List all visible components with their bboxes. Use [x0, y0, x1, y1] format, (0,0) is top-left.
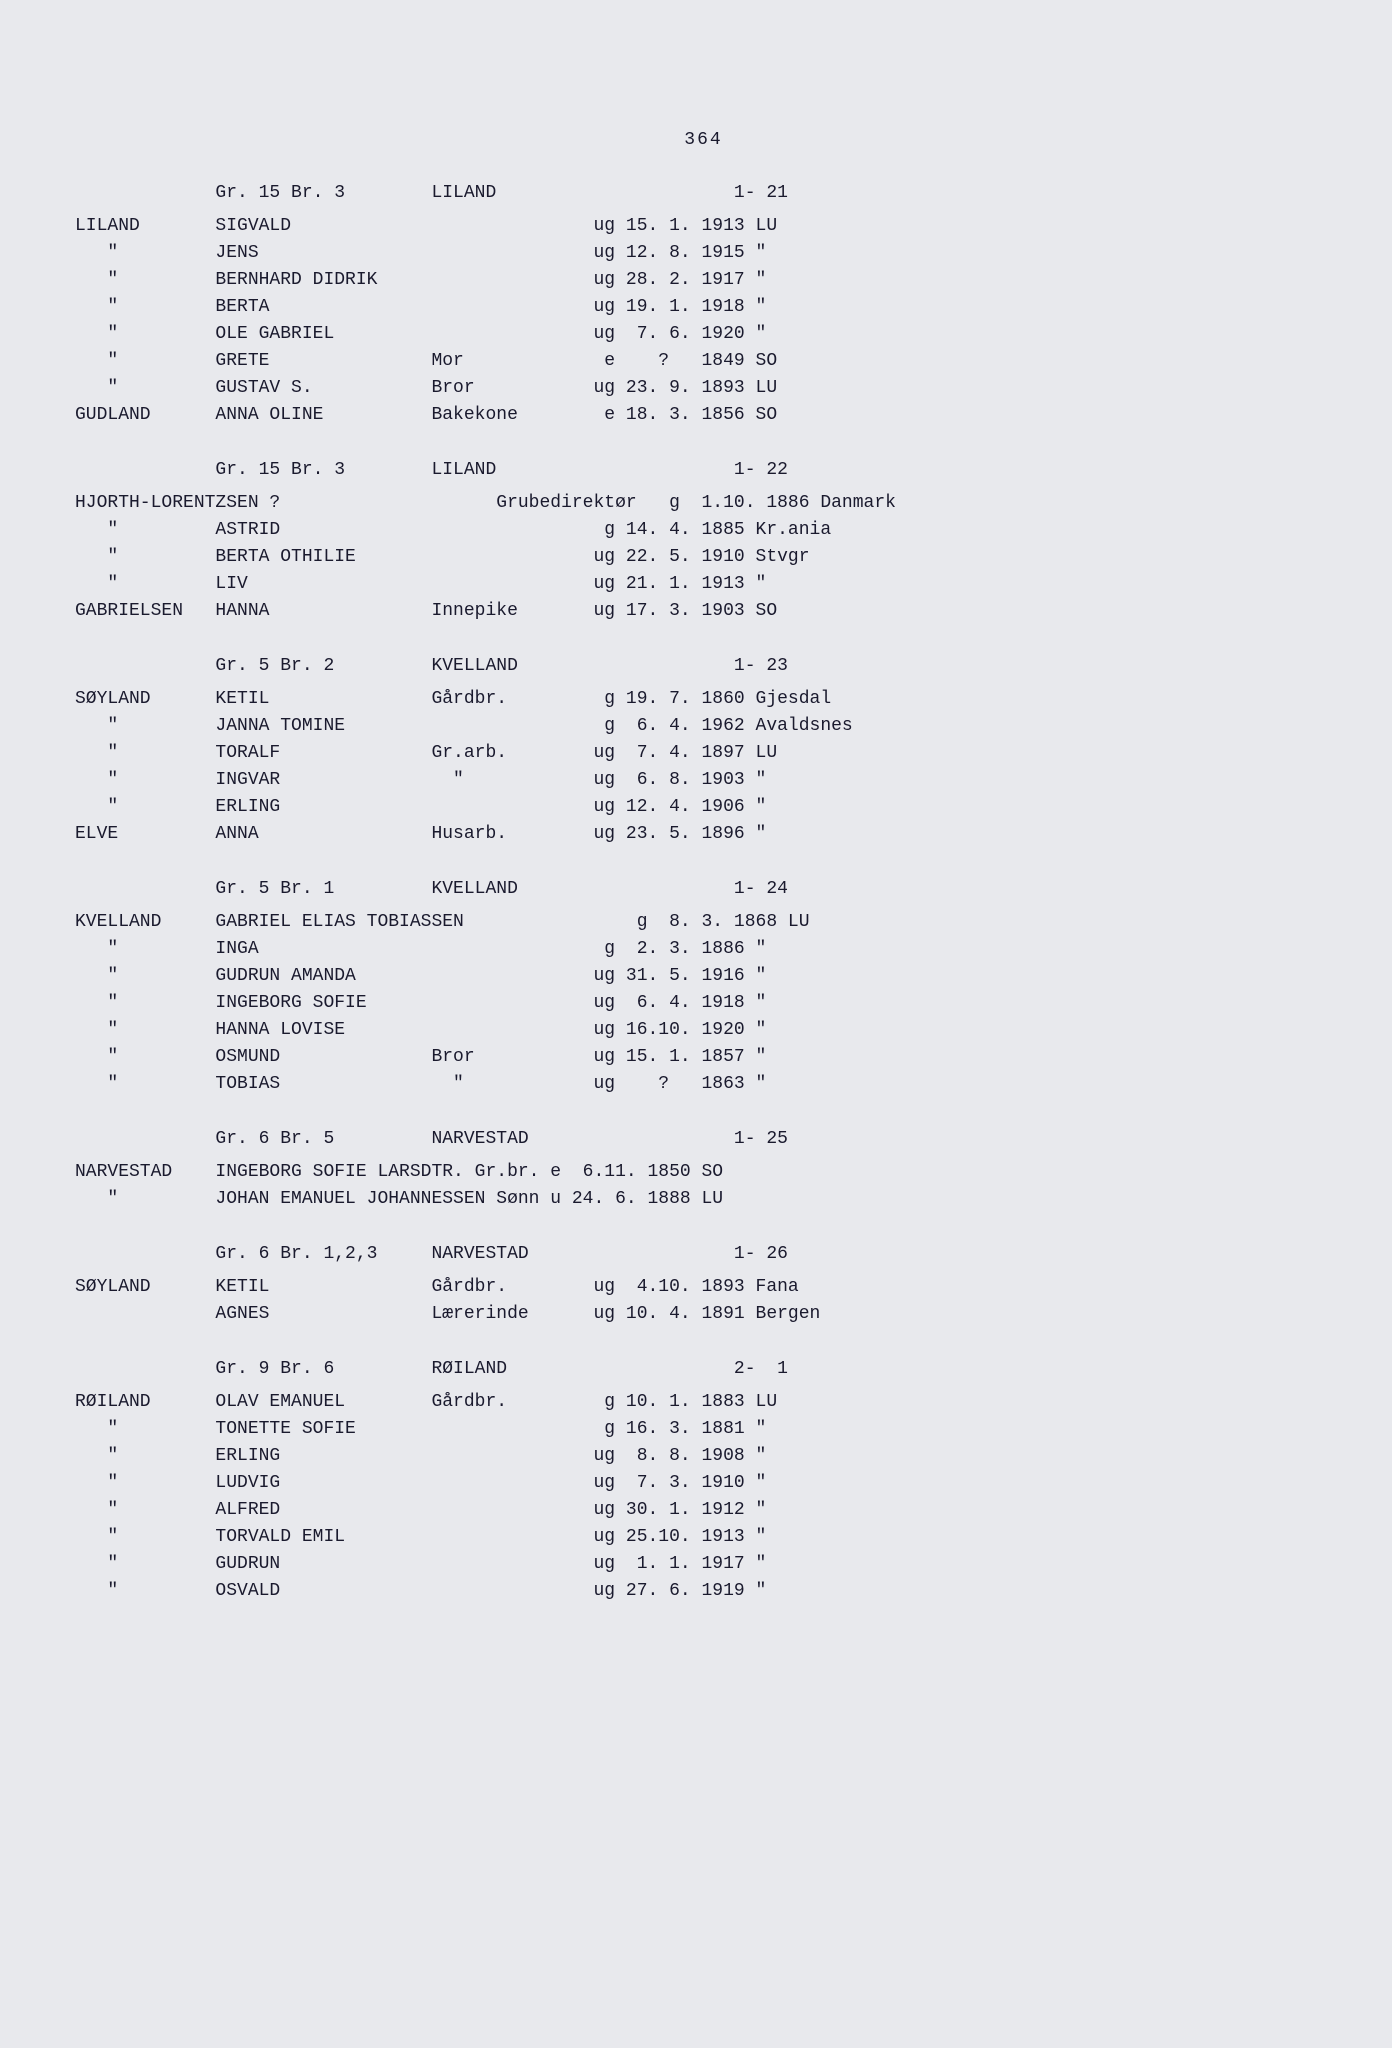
- record-row: " INGA g 2. 3. 1886 ": [75, 936, 1332, 963]
- record-row: GUDLAND ANNA OLINE Bakekone e 18. 3. 185…: [75, 402, 1332, 429]
- section-header: Gr. 6 Br. 1,2,3 NARVESTAD 1- 26: [75, 1241, 1332, 1268]
- record-row: " BERTA OTHILIE ug 22. 5. 1910 Stvgr: [75, 544, 1332, 571]
- record-section: Gr. 15 Br. 3 LILAND 1- 21 LILAND SIGVALD …: [75, 180, 1332, 429]
- record-row: " LIV ug 21. 1. 1913 ": [75, 571, 1332, 598]
- record-row: " JENS ug 12. 8. 1915 ": [75, 240, 1332, 267]
- record-row: SØYLAND KETIL Gårdbr. g 19. 7. 1860 Gjes…: [75, 686, 1332, 713]
- record-row: NARVESTAD INGEBORG SOFIE LARSDTR. Gr.br.…: [75, 1159, 1332, 1186]
- record-row: " INGEBORG SOFIE ug 6. 4. 1918 ": [75, 990, 1332, 1017]
- record-row: ELVE ANNA Husarb. ug 23. 5. 1896 ": [75, 821, 1332, 848]
- record-section: Gr. 5 Br. 2 KVELLAND 1- 23 SØYLAND KETIL …: [75, 653, 1332, 848]
- record-row: " GUDRUN ug 1. 1. 1917 ": [75, 1551, 1332, 1578]
- section-header: Gr. 5 Br. 1 KVELLAND 1- 24: [75, 876, 1332, 903]
- record-row: KVELLAND GABRIEL ELIAS TOBIASSEN g 8. 3.…: [75, 909, 1332, 936]
- record-row: " BERNHARD DIDRIK ug 28. 2. 1917 ": [75, 267, 1332, 294]
- record-row: " JOHAN EMANUEL JOHANNESSEN Sønn u 24. 6…: [75, 1186, 1332, 1213]
- record-row: " INGVAR " ug 6. 8. 1903 ": [75, 767, 1332, 794]
- record-row: " TORALF Gr.arb. ug 7. 4. 1897 LU: [75, 740, 1332, 767]
- record-row: " ERLING ug 8. 8. 1908 ": [75, 1443, 1332, 1470]
- record-row: " HANNA LOVISE ug 16.10. 1920 ": [75, 1017, 1332, 1044]
- section-header: Gr. 5 Br. 2 KVELLAND 1- 23: [75, 653, 1332, 680]
- record-section: Gr. 6 Br. 1,2,3 NARVESTAD 1- 26 SØYLAND K…: [75, 1241, 1332, 1328]
- record-section: Gr. 6 Br. 5 NARVESTAD 1- 25 NARVESTAD ING…: [75, 1126, 1332, 1213]
- record-row: " GUDRUN AMANDA ug 31. 5. 1916 ": [75, 963, 1332, 990]
- record-row: LILAND SIGVALD ug 15. 1. 1913 LU: [75, 213, 1332, 240]
- record-row: " LUDVIG ug 7. 3. 1910 ": [75, 1470, 1332, 1497]
- record-row: " GRETE Mor e ? 1849 SO: [75, 348, 1332, 375]
- document-page: 364 Gr. 15 Br. 3 LILAND 1- 21 LILAND SIGV…: [0, 0, 1392, 2048]
- record-row: " TOBIAS " ug ? 1863 ": [75, 1071, 1332, 1098]
- record-section: Gr. 15 Br. 3 LILAND 1- 22 HJORTH-LORENTZS…: [75, 457, 1332, 625]
- record-row: " GUSTAV S. Bror ug 23. 9. 1893 LU: [75, 375, 1332, 402]
- record-row: AGNES Lærerinde ug 10. 4. 1891 Bergen: [75, 1301, 1332, 1328]
- record-row: " TORVALD EMIL ug 25.10. 1913 ": [75, 1524, 1332, 1551]
- record-row: " OSMUND Bror ug 15. 1. 1857 ": [75, 1044, 1332, 1071]
- record-row: " OSVALD ug 27. 6. 1919 ": [75, 1578, 1332, 1605]
- record-row: " ALFRED ug 30. 1. 1912 ": [75, 1497, 1332, 1524]
- record-row: GABRIELSEN HANNA Innepike ug 17. 3. 1903…: [75, 598, 1332, 625]
- record-row: HJORTH-LORENTZSEN ? Grubedirektør g 1.10…: [75, 490, 1332, 517]
- section-header: Gr. 6 Br. 5 NARVESTAD 1- 25: [75, 1126, 1332, 1153]
- record-row: " BERTA ug 19. 1. 1918 ": [75, 294, 1332, 321]
- page-number: 364: [75, 130, 1332, 150]
- section-header: Gr. 15 Br. 3 LILAND 1- 21: [75, 180, 1332, 207]
- record-section: Gr. 5 Br. 1 KVELLAND 1- 24 KVELLAND GABRI…: [75, 876, 1332, 1098]
- record-row: " ASTRID g 14. 4. 1885 Kr.ania: [75, 517, 1332, 544]
- document-body: Gr. 15 Br. 3 LILAND 1- 21 LILAND SIGVALD …: [75, 180, 1332, 1605]
- record-row: " ERLING ug 12. 4. 1906 ": [75, 794, 1332, 821]
- record-row: " OLE GABRIEL ug 7. 6. 1920 ": [75, 321, 1332, 348]
- record-section: Gr. 9 Br. 6 RØILAND 2- 1 RØILAND OLAV EMA…: [75, 1356, 1332, 1605]
- record-row: RØILAND OLAV EMANUEL Gårdbr. g 10. 1. 18…: [75, 1389, 1332, 1416]
- section-header: Gr. 15 Br. 3 LILAND 1- 22: [75, 457, 1332, 484]
- record-row: SØYLAND KETIL Gårdbr. ug 4.10. 1893 Fana: [75, 1274, 1332, 1301]
- record-row: " TONETTE SOFIE g 16. 3. 1881 ": [75, 1416, 1332, 1443]
- record-row: " JANNA TOMINE g 6. 4. 1962 Avaldsnes: [75, 713, 1332, 740]
- section-header: Gr. 9 Br. 6 RØILAND 2- 1: [75, 1356, 1332, 1383]
